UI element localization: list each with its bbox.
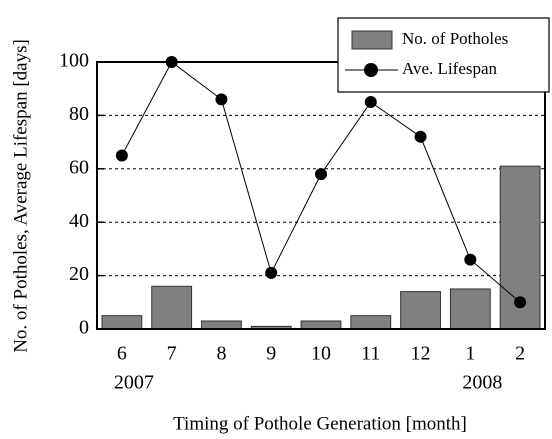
plot-frame: [96, 61, 546, 330]
line: [121, 61, 521, 303]
bar: [449, 288, 491, 330]
y-axis-label: No. of Potholes, Average Lifespan [days]: [10, 39, 31, 353]
y-tick-label: 20: [69, 263, 89, 285]
x-tick-label: 11: [361, 343, 380, 365]
x-tick-label: 8: [216, 343, 226, 365]
x-axis-label: Timing of Pothole Generation [month]: [173, 413, 467, 434]
legend-label: Ave. Lifespan: [402, 59, 498, 78]
bar: [101, 315, 143, 330]
marker: [464, 253, 477, 266]
marker: [115, 149, 128, 162]
bar: [201, 320, 242, 330]
y-tick-label: 60: [69, 156, 89, 178]
year-label: 2007: [114, 372, 154, 394]
x-tick-label: 2: [515, 343, 525, 365]
bar: [151, 285, 193, 330]
bar: [350, 315, 392, 330]
x-tick-label: 1: [465, 343, 475, 365]
marker: [414, 130, 427, 143]
x-tick-label: 7: [167, 343, 177, 365]
marker: [215, 93, 228, 106]
marker: [364, 96, 377, 109]
x-tick-label: 12: [411, 343, 431, 365]
marker: [265, 266, 278, 279]
x-tick-label: 6: [117, 343, 127, 365]
legend-label: No. of Potholes: [402, 29, 508, 48]
legend-swatch: [351, 30, 393, 50]
bar: [300, 320, 342, 330]
x-tick-label: 9: [266, 343, 276, 365]
marker: [514, 296, 527, 309]
x-tick-label: 10: [311, 343, 331, 365]
legend-marker: [364, 63, 378, 77]
y-tick-label: 40: [69, 210, 89, 232]
year-label: 2008: [462, 372, 502, 394]
y-tick-label: 100: [59, 50, 89, 72]
y-tick-label: 80: [69, 103, 89, 125]
y-tick-label: 0: [79, 317, 89, 339]
legend-box: [337, 17, 550, 93]
bar: [400, 291, 441, 330]
marker: [315, 168, 327, 181]
